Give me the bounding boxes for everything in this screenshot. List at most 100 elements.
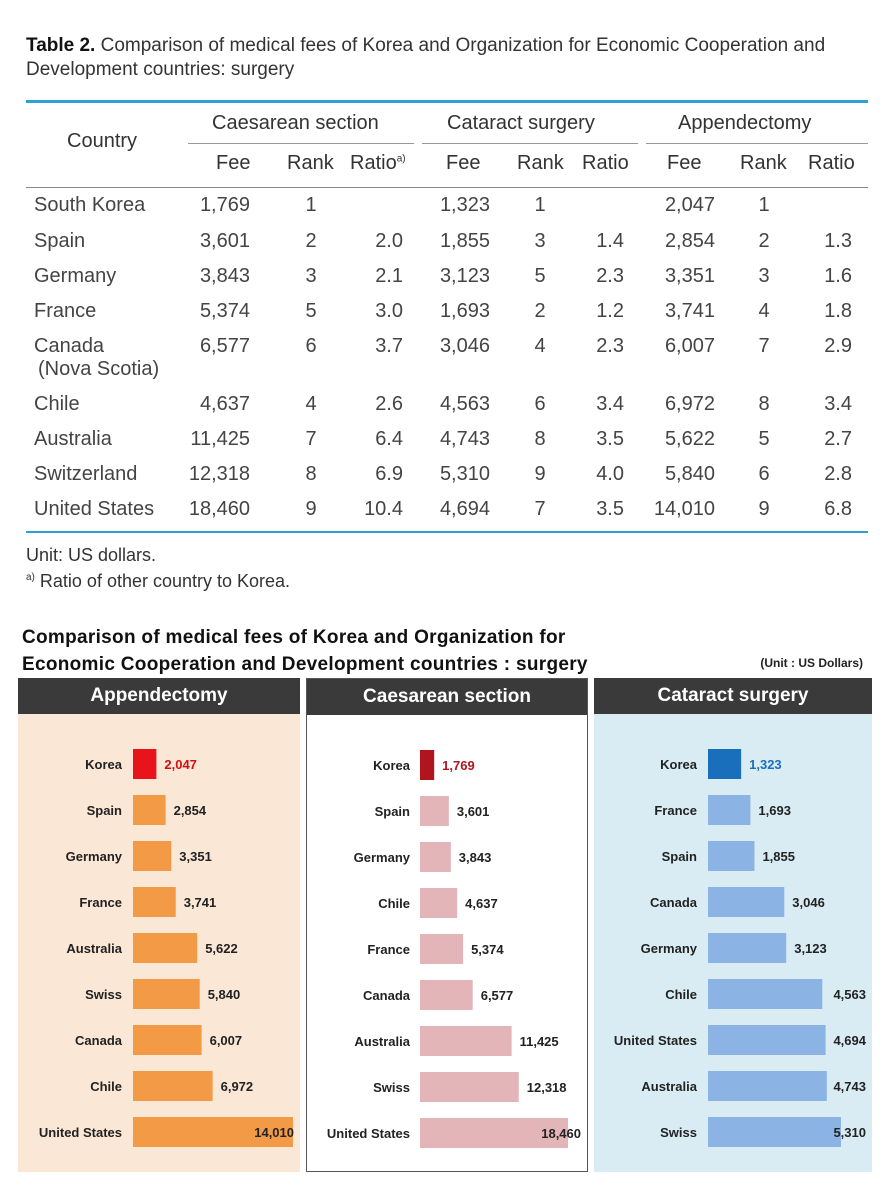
table-number: Table 2.	[26, 35, 96, 56]
row-country: Germany	[34, 265, 117, 287]
category-label: France	[367, 942, 410, 957]
value-label: 6,007	[210, 1033, 243, 1048]
value-label: 3,601	[457, 804, 490, 819]
bar-chart-2: Korea 1,323 France 1,693 Spain 1,855 Canada 3,0…	[614, 749, 867, 1147]
category-label: Australia	[641, 1079, 697, 1094]
bar	[420, 980, 473, 1010]
header-ratio: Ratio	[582, 152, 629, 174]
bar	[133, 749, 157, 779]
table-cell: 3,843	[199, 265, 250, 287]
value-label: 12,318	[527, 1080, 567, 1095]
value-label: 1,323	[749, 757, 782, 772]
bar	[133, 1025, 202, 1055]
value-label: 4,694	[833, 1033, 866, 1048]
value-label: 2,047	[164, 757, 197, 772]
bar	[133, 795, 166, 825]
value-label: 4,637	[465, 896, 498, 911]
bar-chart-1: Korea 1,769 Spain 3,601 Germany 3,843 Chile 4,6…	[327, 750, 581, 1148]
group-divider	[646, 143, 868, 144]
header-group-caesarean: Caesarean section	[212, 112, 379, 134]
value-label: 5,840	[208, 987, 241, 1002]
table-cell: 2.8	[824, 463, 852, 485]
bar	[708, 1071, 827, 1101]
table-cell: 6	[534, 393, 546, 415]
panel-title-appendectomy: Appendectomy	[18, 678, 300, 714]
table-cell: 9	[305, 498, 317, 520]
bar	[133, 1117, 293, 1147]
table-cell: 2	[758, 230, 770, 252]
table-cell: 3	[305, 265, 317, 287]
table-cell: 5,374	[199, 300, 250, 322]
category-label: Germany	[354, 850, 411, 865]
table-cell: 3,741	[664, 300, 715, 322]
table-cell: 4	[758, 300, 770, 322]
value-label: 6,972	[221, 1079, 254, 1094]
table-cell: 3.4	[824, 393, 852, 415]
footnote: a) Ratio of other country to Korea.	[26, 571, 290, 592]
table-cell: 5,622	[664, 428, 715, 450]
category-label: Canada	[363, 988, 411, 1003]
table-cell: 5,310	[439, 463, 490, 485]
bar	[708, 841, 755, 871]
table-cell: 6,972	[664, 393, 715, 415]
table-cell: 1.3	[824, 230, 852, 252]
table-cell: 1.2	[596, 300, 624, 322]
value-label: 5,310	[833, 1125, 866, 1140]
table-cell: 8	[305, 463, 317, 485]
table-cell: 3.5	[596, 498, 624, 520]
panel-title-caesarean: Caesarean section	[307, 679, 587, 715]
row-country: South Korea	[34, 194, 146, 216]
table-cell: 3.5	[596, 428, 624, 450]
bar	[420, 934, 464, 964]
table-cell: 6,577	[199, 335, 250, 357]
header-rule	[26, 187, 868, 188]
header-ratio: Ratio	[808, 152, 855, 174]
table-cell: 3	[534, 230, 546, 252]
bar	[708, 1025, 826, 1055]
table-cell: 8	[758, 393, 770, 415]
bar	[133, 979, 200, 1009]
value-label: 2,854	[174, 803, 207, 818]
header-fee: Fee	[667, 152, 702, 174]
table-top-rule	[26, 100, 868, 103]
table-cell: 1,855	[439, 230, 490, 252]
table-cell: 1.6	[824, 265, 852, 287]
header-country: Country	[67, 130, 138, 152]
chart-title-line1: Comparison of medical fees of Korea and …	[22, 627, 566, 648]
category-label: United States	[327, 1126, 410, 1141]
table-bottom-rule	[26, 531, 868, 533]
table-cell: 4	[534, 335, 546, 357]
table-cell: 4,694	[439, 498, 490, 520]
value-label: 1,769	[442, 758, 475, 773]
header-rank: Rank	[740, 152, 787, 174]
table-cell: 18,460	[188, 498, 250, 520]
table-cell: 3	[758, 265, 770, 287]
header-rank: Rank	[287, 152, 334, 174]
panel-cataract: Cataract surgery Korea 1,323 France 1,693 Sp…	[594, 678, 872, 1172]
value-label: 3,123	[794, 941, 827, 956]
table-cell: 6.9	[375, 463, 403, 485]
table-cell: 7	[758, 335, 770, 357]
category-label: France	[654, 803, 697, 818]
table-cell: 1.4	[596, 230, 624, 252]
category-label: France	[79, 895, 122, 910]
table-cell: 3,123	[439, 265, 490, 287]
panel-title-cataract: Cataract surgery	[594, 678, 872, 714]
category-label: Germany	[66, 849, 123, 864]
bar	[420, 1118, 568, 1148]
table-cell: 9	[758, 498, 770, 520]
value-label: 5,622	[205, 941, 238, 956]
bar	[420, 888, 458, 918]
table-cell: 6.4	[375, 428, 403, 450]
value-label: 3,351	[179, 849, 212, 864]
category-label: Canada	[650, 895, 698, 910]
table-cell: 2.3	[596, 335, 624, 357]
unit-note: Unit: US dollars.	[26, 545, 157, 565]
row-country: Chile	[34, 393, 80, 415]
table-caption: Comparison of medical fees of Korea and …	[26, 35, 826, 80]
table-cell: 12,318	[188, 463, 250, 485]
category-label: Spain	[662, 849, 697, 864]
table-cell: 5,840	[664, 463, 715, 485]
table-cell: 2,854	[664, 230, 715, 252]
table-cell: 6	[305, 335, 317, 357]
